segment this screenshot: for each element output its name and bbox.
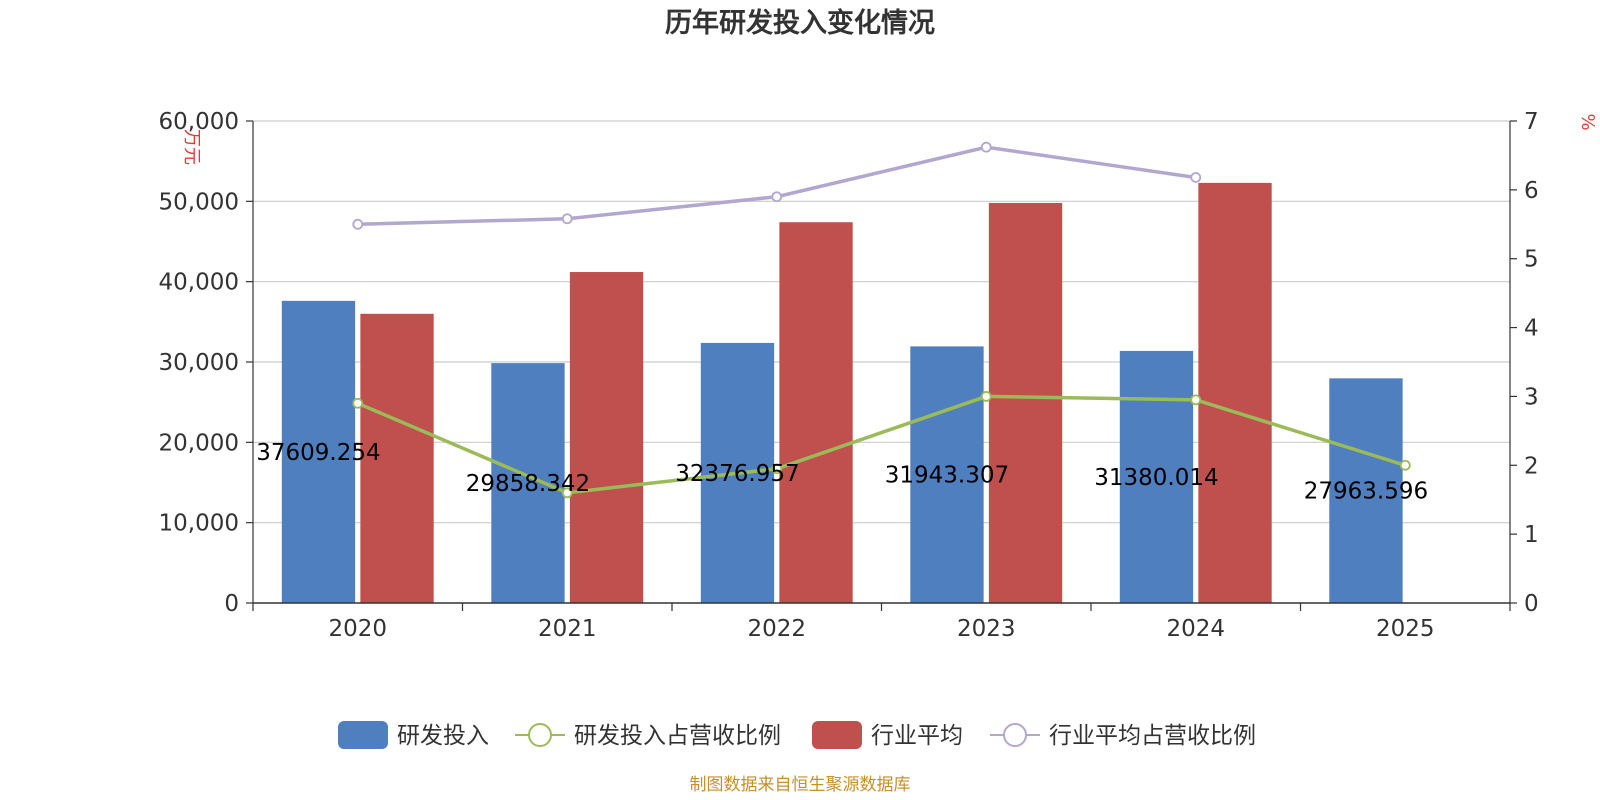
line-point-3 — [1190, 172, 1202, 183]
line-point-1 — [771, 463, 783, 475]
y-right-tick-label: 1 — [1524, 522, 1539, 548]
y-left-tick-label: 40,000 — [159, 270, 239, 296]
bar-industry-avg — [1198, 182, 1272, 603]
x-tick-label: 2025 — [1376, 616, 1435, 642]
bar-rd-input — [281, 300, 356, 603]
y-left-axis-label: 万元 — [181, 129, 202, 165]
x-tick-label: 2021 — [538, 616, 597, 642]
bar-data-label: 29858.342 — [466, 471, 590, 497]
legend-swatch-marker — [1003, 723, 1027, 747]
line-point-1 — [1399, 459, 1411, 471]
x-tick-label: 2023 — [957, 616, 1016, 642]
y-left-tick-label: 0 — [224, 591, 239, 617]
data-labels: 37609.254 29858.342 32376.957 31943.307 3138… — [256, 440, 1428, 505]
y-left-tick-label: 20,000 — [159, 430, 239, 456]
bar-industry-avg — [988, 202, 1063, 603]
y-left-tick-label: 30,000 — [159, 350, 239, 376]
bar-data-label: 31943.307 — [885, 463, 1009, 489]
line-point-3 — [352, 218, 364, 230]
line-point-1 — [980, 391, 992, 402]
y-right-tick-label: 0 — [1524, 591, 1539, 617]
line-point-3 — [771, 191, 783, 203]
bar-industry-avg — [779, 222, 853, 603]
bar-marks — [281, 182, 1403, 603]
y-right-tick-label: 2 — [1524, 453, 1539, 479]
y-left-tick-label: 60,000 — [159, 109, 239, 135]
bar-rd-input — [1329, 378, 1403, 603]
bar-data-label: 37609.254 — [256, 440, 380, 466]
y-right-tick-label: 6 — [1524, 178, 1539, 204]
chart-title: 历年研发投入变化情况 — [665, 7, 935, 39]
bar-data-label: 27963.596 — [1304, 479, 1428, 505]
series-line-3 — [357, 145, 1197, 227]
line-point-1 — [352, 397, 364, 409]
legend-label: 行业平均占营收比例 — [1049, 723, 1256, 749]
line-point-3 — [561, 213, 573, 225]
y-left-tick-label: 10,000 — [159, 511, 239, 537]
legend: 研发投入 研发投入占营收比例 行业平均 行业平均占营收比例 — [338, 721, 1256, 749]
line-point-1 — [1190, 394, 1202, 406]
legend-label: 行业平均 — [871, 723, 963, 749]
x-tick-label: 2020 — [328, 616, 387, 642]
bar-rd-input — [1119, 350, 1194, 603]
bar-data-label: 31380.014 — [1094, 465, 1218, 491]
bar-industry-avg — [569, 272, 644, 603]
x-tick-label: 2022 — [747, 616, 806, 642]
bar-rd-input — [491, 363, 565, 603]
legend-swatch-bar — [812, 721, 862, 749]
bar-data-label: 32376.957 — [675, 461, 799, 487]
legend-label: 研发投入占营收比例 — [574, 723, 781, 749]
y-right-axis-label: % — [1577, 113, 1598, 130]
y-right-tick-label: 3 — [1524, 384, 1539, 410]
source-note: 制图数据来自恒生聚源数据库 — [690, 775, 911, 795]
legend-swatch-bar — [338, 721, 388, 749]
series-line-1 — [357, 394, 1406, 495]
gridlines — [253, 120, 1510, 524]
y-right-tick-label: 5 — [1524, 247, 1539, 273]
line-point-3 — [980, 141, 992, 153]
bar-industry-avg — [360, 313, 434, 603]
x-tick-label: 2024 — [1166, 616, 1225, 642]
y-left-tick-label: 50,000 — [159, 189, 239, 215]
y-right-tick-label: 7 — [1524, 109, 1539, 135]
legend-swatch-marker — [528, 723, 552, 747]
line-marks — [352, 141, 1411, 499]
legend-label: 研发投入 — [397, 723, 489, 749]
bar-rd-input — [910, 346, 984, 603]
y-right-tick-label: 4 — [1524, 316, 1539, 342]
line-point-1 — [561, 487, 573, 499]
